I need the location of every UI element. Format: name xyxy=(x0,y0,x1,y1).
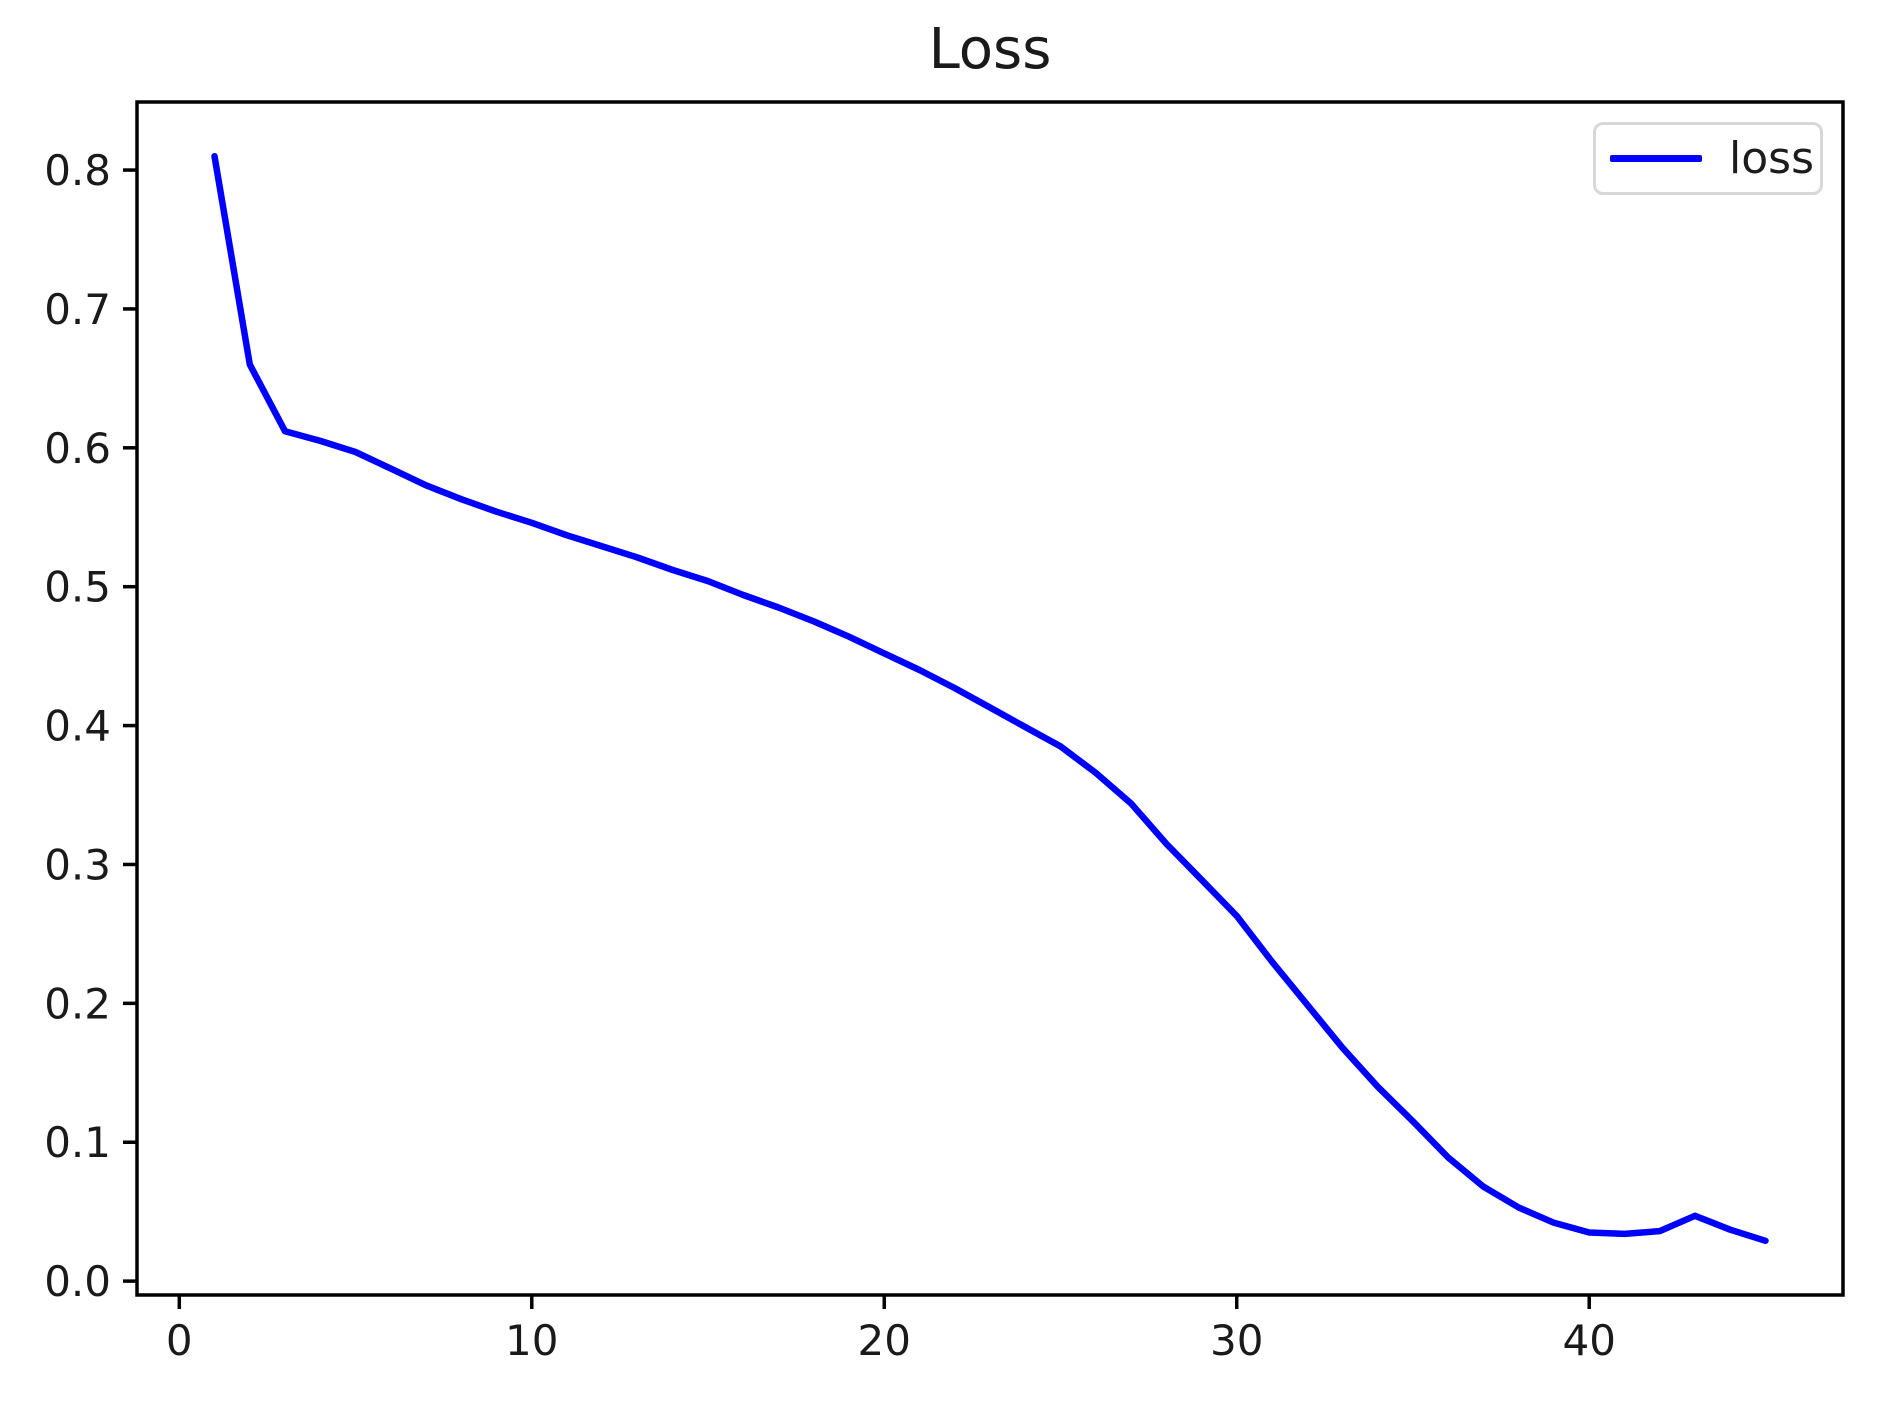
y-tick-label: 0.5 xyxy=(44,563,111,612)
chart-title: Loss xyxy=(928,17,1052,82)
x-tick-label: 10 xyxy=(505,1316,558,1365)
loss-line xyxy=(211,152,1769,1245)
legend-line-sample-icon xyxy=(1610,155,1702,162)
y-tick-label: 0.1 xyxy=(44,1118,111,1167)
y-tick-label: 0.8 xyxy=(44,146,111,195)
y-tick-label: 0.2 xyxy=(44,979,111,1028)
legend-label: loss xyxy=(1729,132,1814,184)
legend: loss xyxy=(1593,122,1823,195)
x-tick-label: 0 xyxy=(166,1316,193,1365)
x-tick-label: 20 xyxy=(858,1316,911,1365)
y-tick-label: 0.6 xyxy=(44,424,111,473)
y-tick-label: 0.0 xyxy=(44,1257,111,1306)
y-tick-label: 0.7 xyxy=(44,285,111,334)
axes-spines xyxy=(135,100,1845,1297)
y-tick-label: 0.4 xyxy=(44,702,111,751)
x-tick-label: 40 xyxy=(1562,1316,1615,1365)
y-tick-label: 0.3 xyxy=(44,840,111,889)
x-tick-label: 30 xyxy=(1210,1316,1263,1365)
